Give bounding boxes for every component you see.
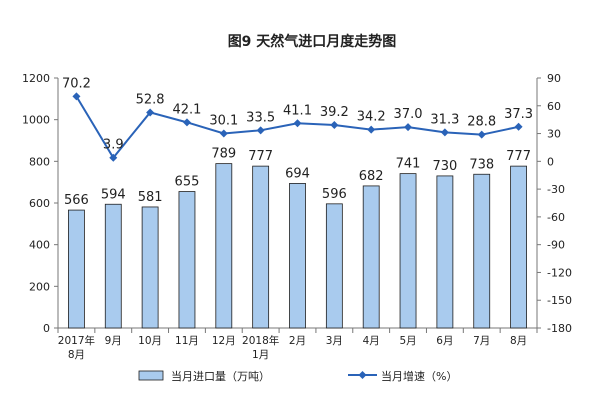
line-point <box>293 119 302 128</box>
line-point <box>182 118 191 127</box>
line-point <box>219 129 228 138</box>
x-tick-label: 2017年 <box>58 334 95 347</box>
x-tick-label: 11月 <box>175 335 199 347</box>
line-value-label: 31.3 <box>430 112 459 127</box>
line-value-label: 3.9 <box>103 138 124 153</box>
bar-value-label: 694 <box>285 166 310 181</box>
bar-value-label: 655 <box>175 175 200 190</box>
line-value-label: 30.1 <box>209 113 238 128</box>
line-value-label: 37.0 <box>394 107 423 122</box>
bar-value-label: 682 <box>359 169 384 184</box>
x-tick-label: 2018年 <box>242 334 279 347</box>
x-tick-label: 12月 <box>212 335 236 347</box>
line-point <box>440 128 449 137</box>
right-tick-label: 90 <box>547 72 561 85</box>
line-point <box>256 126 265 135</box>
right-tick-label: -150 <box>547 294 572 307</box>
line-point <box>146 108 155 117</box>
bar <box>252 165 270 329</box>
right-tick-label: -30 <box>547 183 565 196</box>
bar-value-label: 777 <box>506 149 531 164</box>
x-tick-label: 7月 <box>473 335 490 347</box>
legend-line-marker <box>358 371 367 379</box>
bar <box>473 173 491 329</box>
bar-value-label: 730 <box>432 159 457 174</box>
left-tick-label: 1000 <box>22 114 50 127</box>
line-value-label: 41.1 <box>283 103 312 118</box>
bar-value-label: 741 <box>396 157 421 172</box>
right-tick-label: 30 <box>547 128 561 141</box>
x-tick-label: 8月 <box>510 335 527 347</box>
line-point <box>330 121 339 130</box>
bar-value-label: 777 <box>248 149 273 164</box>
line-value-label: 42.1 <box>172 102 201 117</box>
line-point <box>404 123 413 132</box>
line-value-label: 70.2 <box>62 76 91 91</box>
bar <box>399 173 417 329</box>
bar-value-label: 581 <box>138 190 163 205</box>
right-tick-label: 0 <box>547 155 554 168</box>
bar-value-label: 594 <box>101 187 126 202</box>
left-tick-label: 0 <box>43 322 50 335</box>
bar <box>325 203 343 329</box>
right-tick-label: -120 <box>547 266 572 279</box>
bar <box>215 163 233 329</box>
right-tick-label: 60 <box>547 100 561 113</box>
left-tick-label: 1200 <box>22 72 50 85</box>
bar <box>510 165 527 329</box>
bar <box>104 203 122 329</box>
bar <box>141 206 159 329</box>
legend-bar-label: 当月进口量（万吨） <box>171 369 270 383</box>
line-point <box>109 153 118 162</box>
line-point <box>514 122 523 131</box>
x-tick-label: 4月 <box>363 335 380 347</box>
line-point <box>367 125 376 134</box>
bar-value-label: 596 <box>322 187 347 202</box>
bar <box>362 185 380 329</box>
chart-title: 图9 天然气进口月度走势图 <box>228 33 397 50</box>
left-tick-label: 600 <box>29 197 50 210</box>
legend-bar-swatch <box>138 370 164 381</box>
x-tick-label: 9月 <box>105 335 122 347</box>
right-tick-label: -90 <box>547 239 565 252</box>
line-value-label: 28.8 <box>467 115 496 130</box>
bar <box>68 209 85 329</box>
right-tick-label: -60 <box>547 211 565 224</box>
legend-line-label: 当月增速（%） <box>381 369 457 383</box>
bar <box>178 191 196 329</box>
x-tick-label: 8月 <box>68 349 85 361</box>
x-tick-label: 6月 <box>436 335 453 347</box>
x-tick-label: 1月 <box>252 349 269 361</box>
x-tick-label: 3月 <box>326 335 343 347</box>
line-value-label: 34.2 <box>357 110 386 125</box>
x-tick-label: 5月 <box>399 335 416 347</box>
left-tick-label: 800 <box>29 155 50 168</box>
line-value-label: 37.3 <box>504 107 533 122</box>
bar <box>289 183 306 329</box>
line-value-label: 39.2 <box>320 105 349 120</box>
x-tick-label: 10月 <box>138 335 162 347</box>
right-tick-label: -180 <box>547 322 572 335</box>
x-tick-label: 2月 <box>289 335 306 347</box>
line-value-label: 52.8 <box>136 92 165 107</box>
bar-value-label: 566 <box>64 193 89 208</box>
line-point <box>477 130 486 139</box>
bar-value-label: 738 <box>469 157 494 172</box>
line-value-label: 33.5 <box>246 110 275 125</box>
left-tick-label: 400 <box>29 239 50 252</box>
bar <box>436 175 454 329</box>
line-point <box>72 92 81 101</box>
bar-value-label: 789 <box>211 147 236 162</box>
left-tick-label: 200 <box>29 280 50 293</box>
